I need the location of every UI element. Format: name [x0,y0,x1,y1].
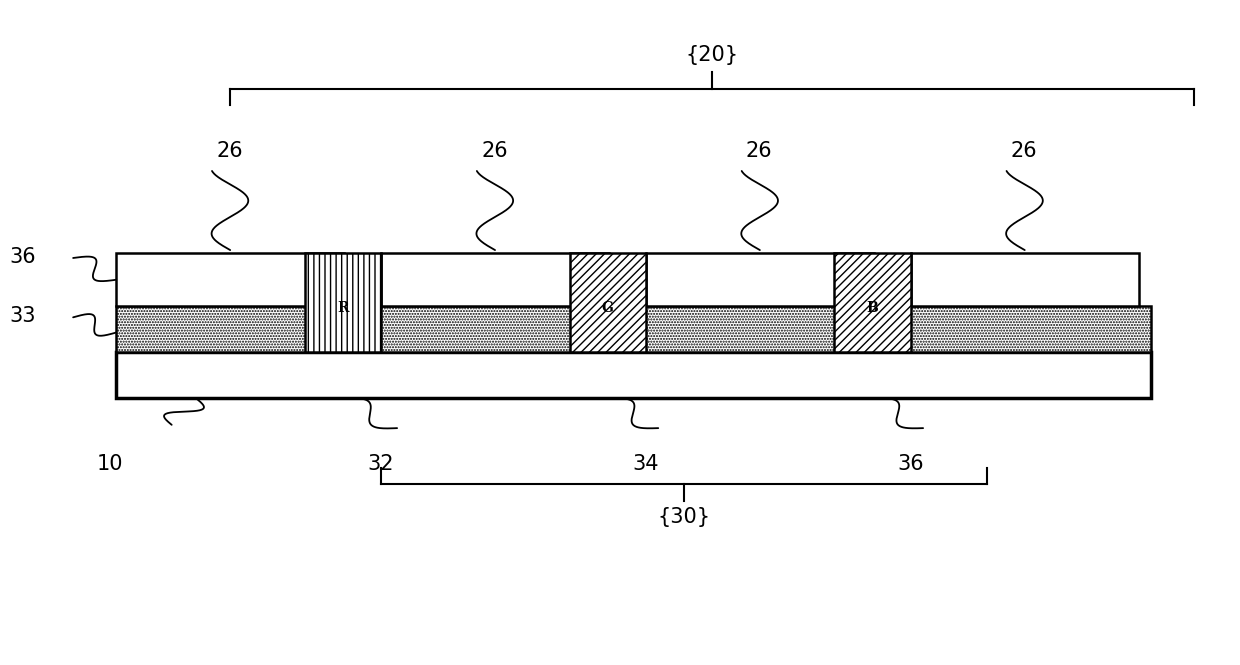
Bar [646,253,874,306]
Text: 34: 34 [632,454,660,475]
Text: 36: 36 [10,247,36,267]
Text: 26: 26 [1011,141,1038,161]
Text: 26: 26 [746,141,773,161]
Bar [117,306,1151,352]
Text: 26: 26 [481,141,507,161]
Text: 10: 10 [97,454,123,475]
Text: 33: 33 [10,306,36,326]
Text: G: G [601,301,614,315]
Bar [381,253,609,306]
Bar [305,253,381,352]
Text: 32: 32 [368,454,394,475]
Bar [569,253,646,352]
Text: {20}: {20} [686,45,738,65]
Text: R: R [337,301,348,315]
Text: B: B [867,301,878,315]
Bar [117,352,1151,398]
Bar [911,253,1138,306]
Text: 36: 36 [898,454,924,475]
Text: {30}: {30} [657,507,711,527]
Bar [117,253,345,306]
Bar [835,253,911,352]
Text: 26: 26 [216,141,243,161]
